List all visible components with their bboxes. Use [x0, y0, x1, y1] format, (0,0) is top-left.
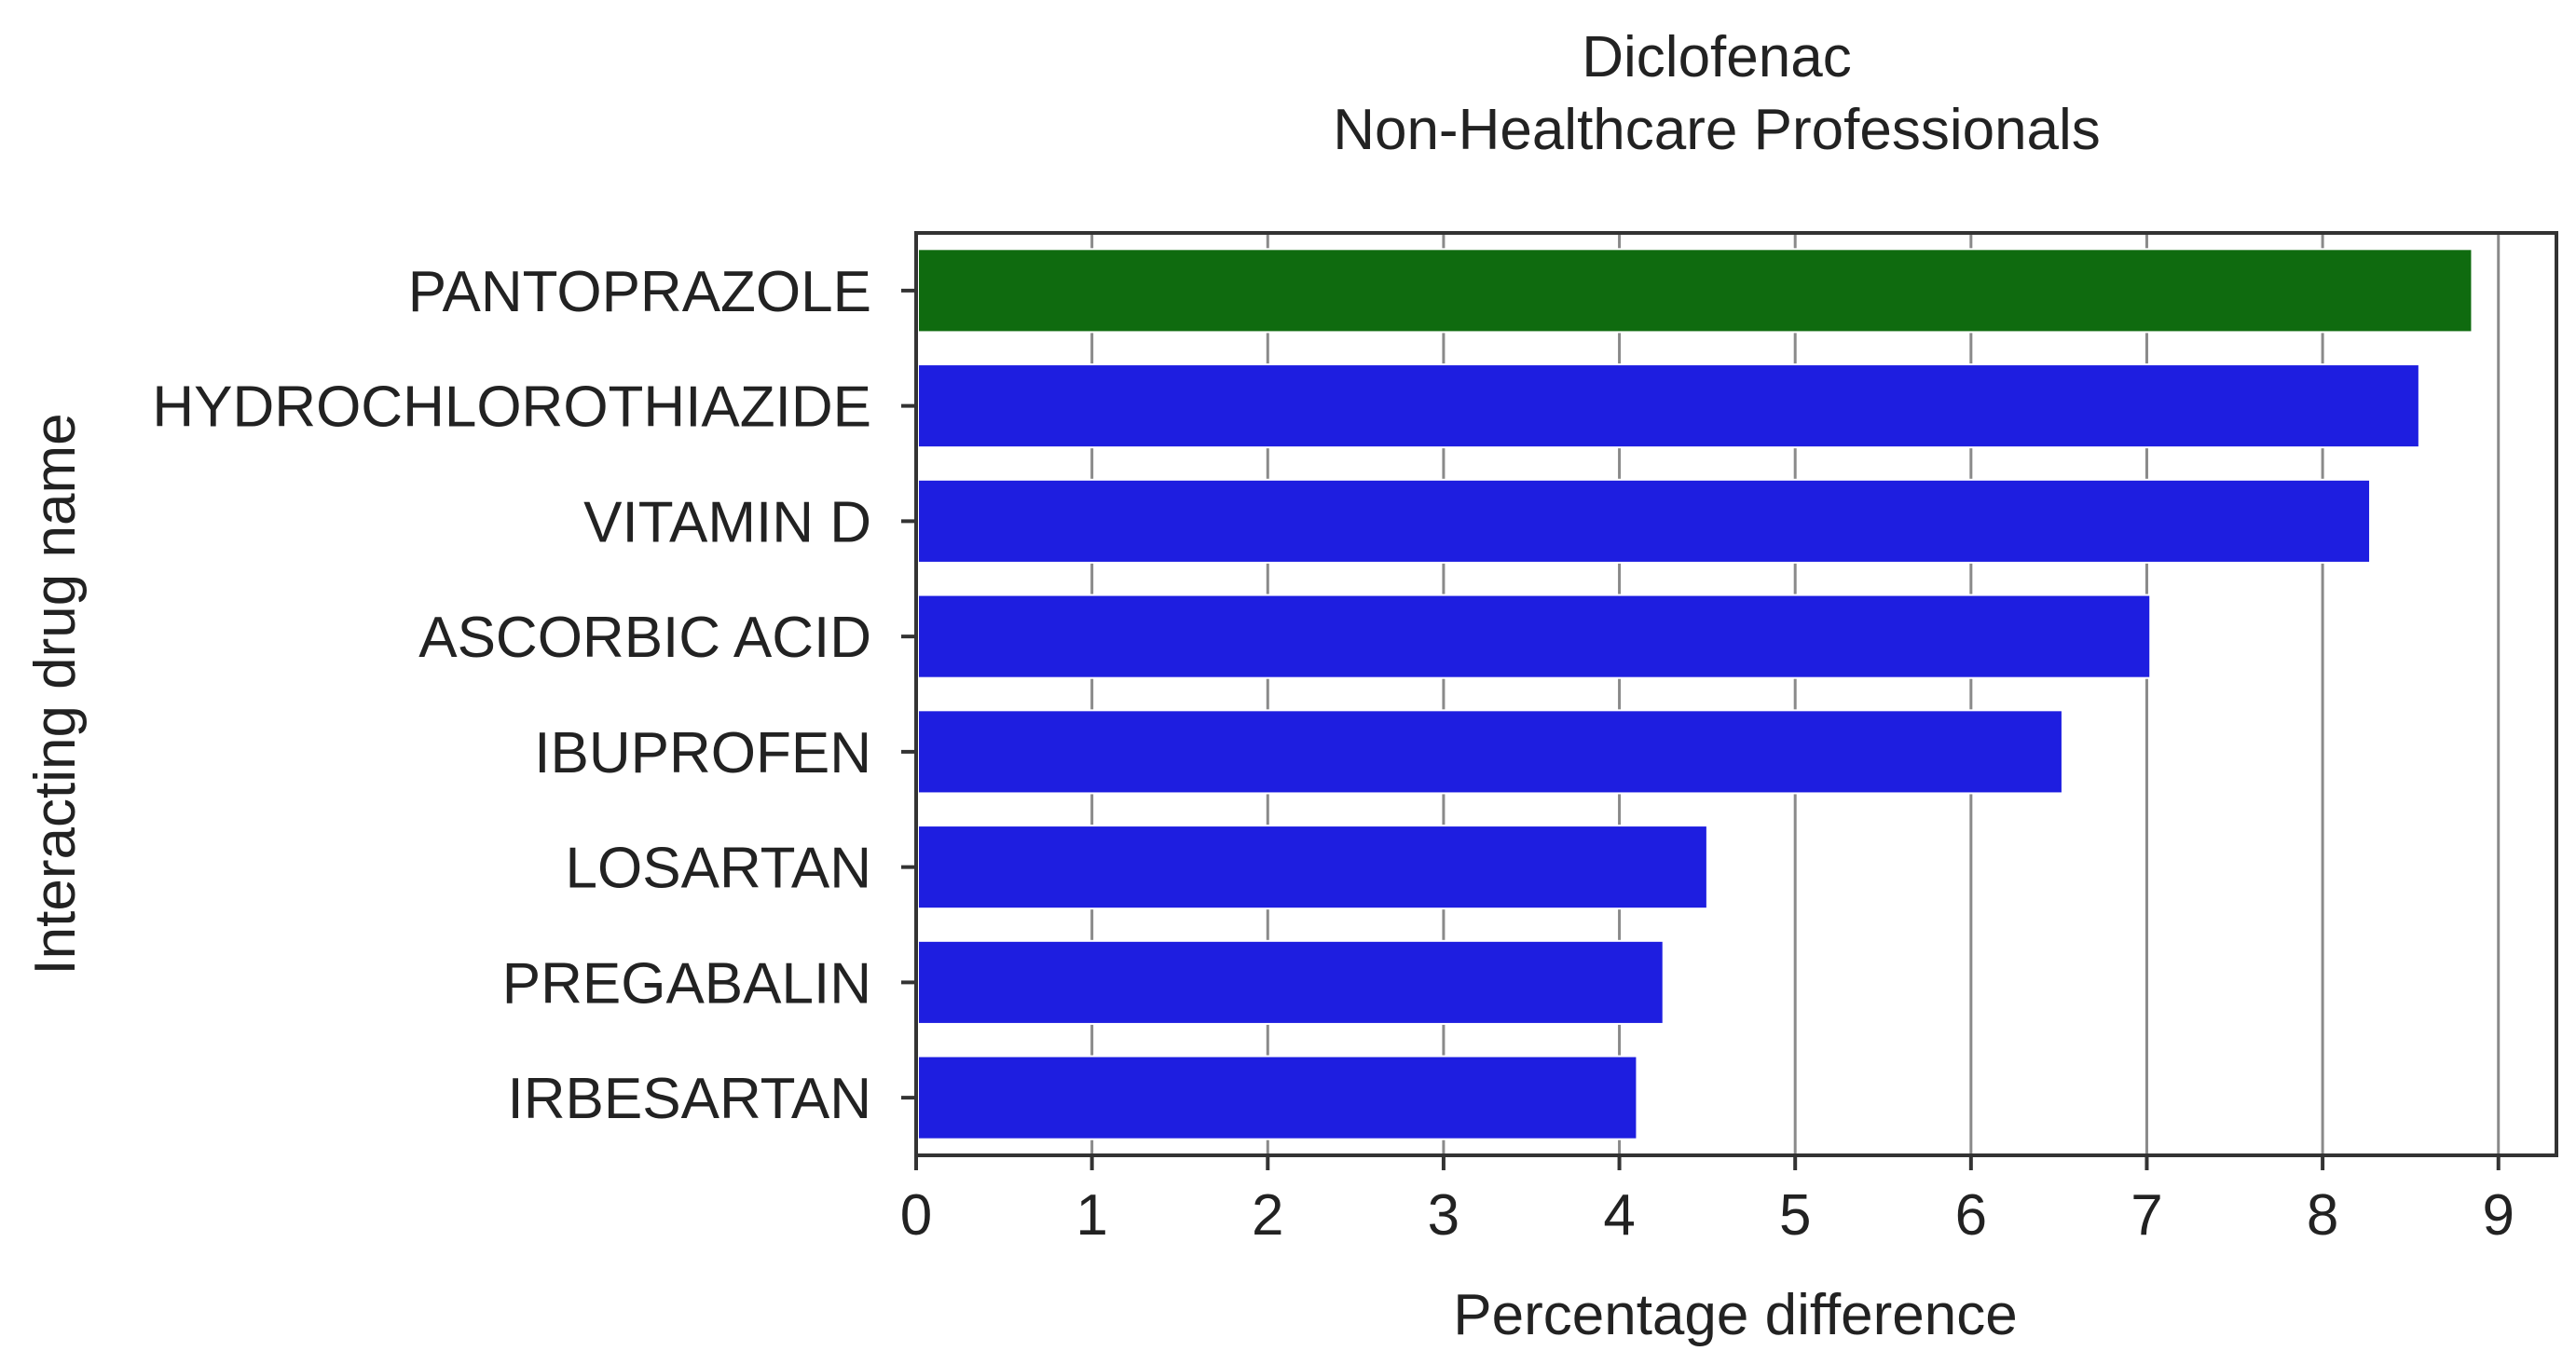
x-tick-label: 1	[1076, 1183, 1107, 1248]
bar-ascorbic-acid	[917, 594, 2152, 679]
x-tick-label: 9	[2483, 1183, 2514, 1248]
bar-pantoprazole	[917, 248, 2473, 334]
x-tick-label: 0	[900, 1183, 932, 1248]
bar-losartan	[917, 825, 1708, 910]
x-tick-label: 7	[2131, 1183, 2162, 1248]
bar-vitamin-d	[917, 478, 2372, 564]
bar-hydrochlorothiazide	[917, 363, 2420, 449]
y-axis-label: Interacting drug name	[23, 413, 88, 975]
y-axis-ticks: PANTOPRAZOLE HYDROCHLOROTHIAZIDE VITAMIN D…	[152, 260, 916, 1131]
x-tick-label: 6	[1955, 1183, 1987, 1248]
bar-irbesartan	[917, 1055, 1638, 1140]
chart-title-line-1: Diclofenac	[1582, 25, 1851, 89]
x-tick-label: 2	[1252, 1183, 1283, 1248]
chart-title-line-2: Non-Healthcare Professionals	[1333, 98, 2101, 162]
y-tick-label: IBUPROFEN	[534, 721, 871, 785]
y-tick-label: VITAMIN D	[583, 490, 871, 554]
bar-pregabalin	[917, 939, 1665, 1025]
y-tick-label: IRBESARTAN	[508, 1067, 871, 1131]
y-tick-label: ASCORBIC ACID	[418, 606, 871, 670]
x-tick-label: 8	[2307, 1183, 2338, 1248]
y-tick-label: PANTOPRAZOLE	[408, 260, 871, 324]
x-axis-label: Percentage difference	[1453, 1283, 2018, 1347]
bars	[917, 248, 2473, 1140]
x-tick-label: 3	[1428, 1183, 1459, 1248]
plot-frame	[914, 231, 2558, 1157]
x-tick-label: 4	[1603, 1183, 1635, 1248]
y-tick-label: PREGABALIN	[502, 951, 871, 1016]
x-tick-label: 5	[1779, 1183, 1811, 1248]
y-tick-label: HYDROCHLOROTHIAZIDE	[152, 375, 871, 440]
y-tick-label: LOSARTAN	[566, 837, 871, 901]
x-axis-ticks: 0 1 2 3 4 5 6 7 8 9	[900, 1155, 2514, 1248]
bar-ibuprofen	[917, 709, 2063, 795]
